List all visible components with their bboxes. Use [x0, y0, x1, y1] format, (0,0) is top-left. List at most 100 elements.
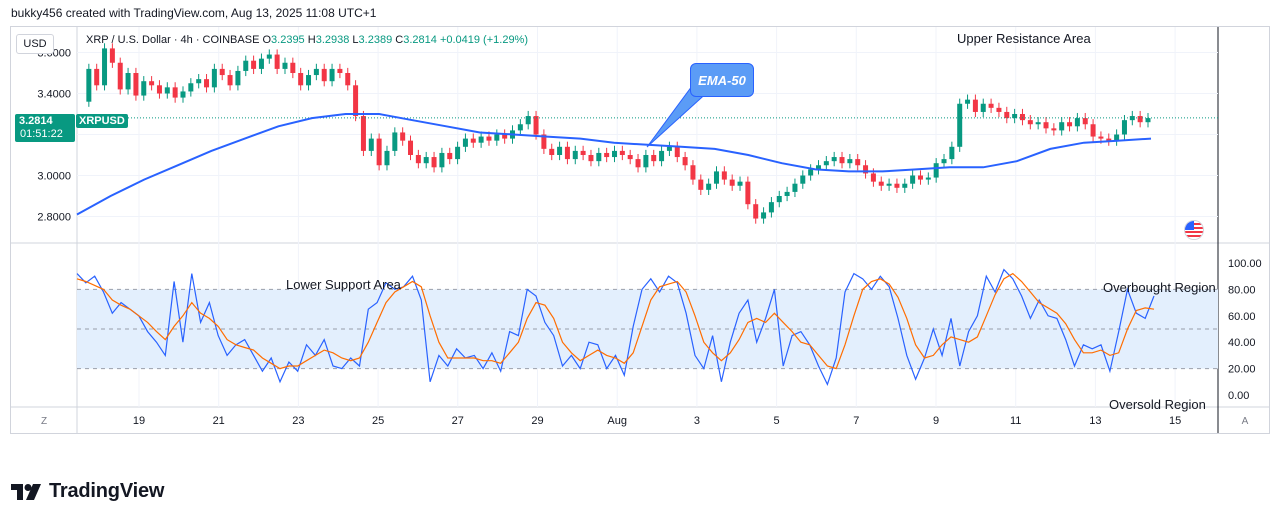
candle: [957, 98, 963, 152]
candle: [219, 63, 225, 81]
candle-body: [902, 183, 908, 188]
ema-callout[interactable]: EMA-50: [690, 63, 754, 97]
candle-body: [478, 136, 484, 143]
candle-body: [415, 155, 421, 164]
stoch-tick-label: 40.00: [1228, 337, 1256, 349]
candle-body: [353, 85, 359, 117]
candle-body: [933, 163, 939, 178]
candle: [682, 151, 688, 171]
candle-body: [1082, 118, 1088, 125]
candle: [761, 207, 767, 224]
candle: [588, 149, 594, 167]
candle: [949, 141, 955, 165]
time-tick-label: Aug: [607, 415, 627, 427]
candle: [619, 145, 625, 161]
candle: [1012, 108, 1018, 124]
candle-body: [282, 62, 288, 69]
upper-resistance-label: Upper Resistance Area: [957, 31, 1091, 46]
candle-body: [376, 138, 382, 166]
candle: [1019, 108, 1025, 126]
candle-body: [894, 183, 900, 188]
candle: [211, 63, 217, 93]
candle-body: [753, 204, 759, 219]
candle-body: [651, 155, 657, 162]
candle: [721, 166, 727, 185]
candle-body: [439, 152, 445, 168]
candle: [996, 102, 1002, 118]
candle: [156, 80, 162, 99]
close-value: 3.2814: [403, 34, 437, 46]
candle: [251, 55, 257, 75]
candle: [745, 176, 751, 210]
candle: [470, 133, 476, 148]
candle: [635, 153, 641, 173]
candle: [549, 143, 555, 161]
grid: [11, 27, 1269, 433]
candle-body: [133, 73, 139, 96]
candle-body: [204, 79, 210, 88]
candle: [360, 110, 366, 157]
candle-body: [1106, 138, 1112, 141]
bar-countdown: 01:51:22: [20, 128, 63, 140]
candle-body: [588, 155, 594, 162]
candle-body: [180, 91, 186, 98]
chart-canvas[interactable]: 3.60003.40003.20003.00002.80001921232527…: [11, 27, 1269, 433]
candle-body: [227, 75, 233, 86]
currency-button[interactable]: USD: [16, 34, 54, 54]
axis-z-button: Z: [41, 416, 47, 427]
candle-body: [635, 159, 641, 168]
candle: [235, 65, 241, 91]
candle: [455, 141, 461, 165]
candle-body: [1059, 122, 1065, 131]
symbol-title: XRP / U.S. Dollar · 4h · COINBASE: [86, 34, 260, 46]
time-tick-label: 15: [1169, 415, 1181, 427]
tradingview-logo[interactable]: TradingView: [11, 480, 164, 503]
candle: [894, 178, 900, 193]
high-value: 3.2938: [315, 34, 350, 46]
candle-body: [1035, 122, 1041, 125]
candle-body: [808, 169, 814, 176]
stoch-tick-label: 100.00: [1228, 258, 1262, 270]
candle-body: [541, 134, 547, 149]
candle: [423, 151, 429, 169]
candle-body: [1090, 124, 1096, 137]
candle-body: [549, 148, 555, 155]
candle-body: [855, 159, 861, 166]
candle: [533, 110, 539, 140]
candle-body: [792, 183, 798, 192]
stoch-k-line: [76, 268, 1155, 386]
time-tick-label: 19: [133, 415, 145, 427]
candle-body: [1129, 116, 1135, 121]
time-tick-label: 5: [774, 415, 780, 427]
candle: [706, 178, 712, 195]
open-label: O: [262, 34, 272, 46]
open-value: 3.2395: [271, 34, 305, 46]
candle: [737, 176, 743, 191]
candle-body: [258, 58, 264, 69]
candle-body: [721, 171, 727, 180]
candle: [1137, 110, 1143, 128]
candle: [109, 43, 115, 68]
candle-body: [188, 83, 194, 92]
stoch-d-line: [76, 272, 1155, 370]
candle: [368, 133, 374, 157]
candle: [1027, 115, 1033, 130]
chart-frame[interactable]: 3.60003.40003.20003.00002.80001921232527…: [10, 26, 1270, 434]
price-tick-label: 3.4000: [37, 89, 71, 101]
candle: [1129, 110, 1135, 126]
candle: [188, 78, 194, 97]
candle-body: [886, 183, 892, 186]
candle-body: [713, 171, 719, 184]
candle-body: [1012, 114, 1018, 119]
candle-body: [925, 177, 931, 180]
candle: [729, 174, 735, 191]
us-flag-icon[interactable]: [1184, 220, 1204, 240]
candle: [1090, 119, 1096, 142]
candle: [306, 69, 312, 91]
candle: [980, 98, 986, 118]
candle-body: [957, 103, 963, 147]
candle-body: [400, 132, 406, 141]
candle-body: [729, 179, 735, 186]
candle-body: [345, 73, 351, 86]
candle: [376, 133, 382, 171]
